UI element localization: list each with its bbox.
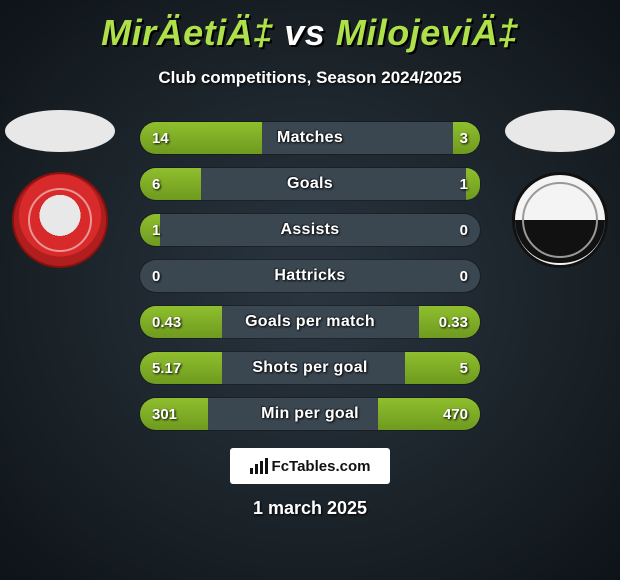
stat-bar: Shots per goal5.17 5 xyxy=(140,352,480,384)
right-column xyxy=(500,110,620,268)
stat-value-right: 0 xyxy=(460,214,468,246)
stat-label: Goals per match xyxy=(140,306,480,338)
chart-icon xyxy=(250,458,268,474)
stat-value-left: 1 xyxy=(152,214,160,246)
comparison-title: MirÄetiÄ‡ vs MilojeviÄ‡ xyxy=(0,0,620,54)
stat-label: Hattricks xyxy=(140,260,480,292)
stat-label: Goals xyxy=(140,168,480,200)
stat-bar: Matches14 3 xyxy=(140,122,480,154)
stat-label: Min per goal xyxy=(140,398,480,430)
stat-value-right: 3 xyxy=(460,122,468,154)
stat-bar: Min per goal301 470 xyxy=(140,398,480,430)
player2-silhouette xyxy=(505,110,615,152)
cukaricki-crest-icon xyxy=(512,172,608,268)
stat-bar: Goals6 1 xyxy=(140,168,480,200)
stat-value-left: 301 xyxy=(152,398,177,430)
stat-bar: Goals per match0.43 0.33 xyxy=(140,306,480,338)
date-text: 1 march 2025 xyxy=(0,498,620,519)
player1-silhouette xyxy=(5,110,115,152)
player1-name: MirÄetiÄ‡ xyxy=(101,12,274,53)
stat-bars: Matches143Goals61Assists10Hattricks00Goa… xyxy=(140,122,480,430)
subtitle: Club competitions, Season 2024/2025 xyxy=(0,68,620,88)
stat-label: Assists xyxy=(140,214,480,246)
stat-bar: Hattricks0 0 xyxy=(140,260,480,292)
vs-text: vs xyxy=(284,12,325,53)
fctables-logo: FcTables.com xyxy=(230,448,390,484)
stat-value-left: 6 xyxy=(152,168,160,200)
stat-bar: Assists1 0 xyxy=(140,214,480,246)
stat-value-right: 1 xyxy=(460,168,468,200)
logo-text: FcTables.com xyxy=(272,458,371,475)
stat-value-left: 0.43 xyxy=(152,306,181,338)
stat-value-left: 14 xyxy=(152,122,169,154)
player2-name: MilojeviÄ‡ xyxy=(336,12,519,53)
stat-value-right: 0.33 xyxy=(439,306,468,338)
left-column xyxy=(0,110,120,268)
stat-value-right: 0 xyxy=(460,260,468,292)
stat-value-right: 470 xyxy=(443,398,468,430)
stat-value-left: 5.17 xyxy=(152,352,181,384)
radnicki-crest-icon xyxy=(12,172,108,268)
stat-label: Shots per goal xyxy=(140,352,480,384)
stat-label: Matches xyxy=(140,122,480,154)
stat-value-right: 5 xyxy=(460,352,468,384)
stat-value-left: 0 xyxy=(152,260,160,292)
